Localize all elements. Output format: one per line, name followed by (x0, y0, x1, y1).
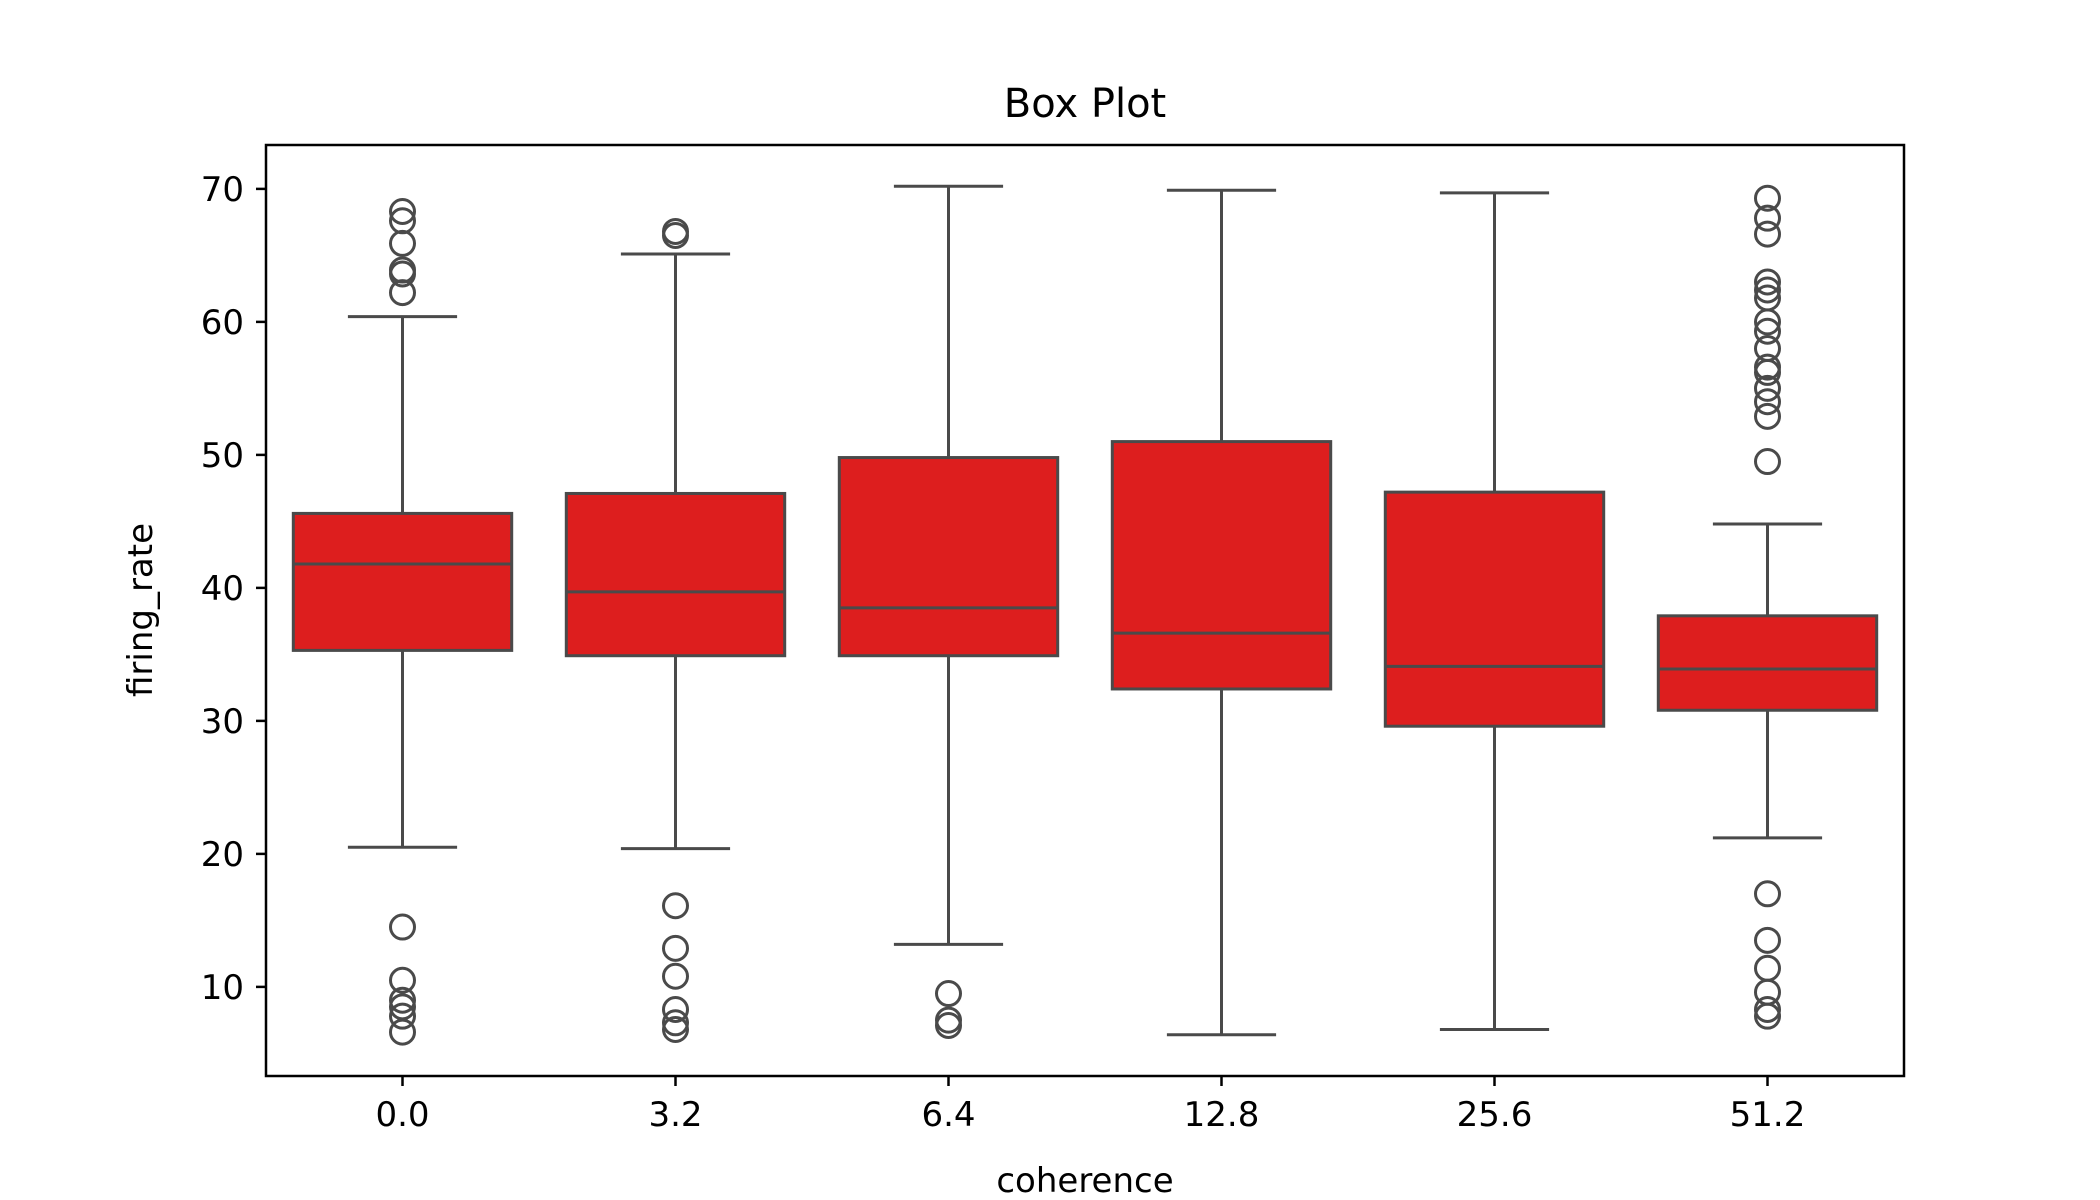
outlier-point (662, 221, 689, 249)
outlier-point (1754, 402, 1781, 430)
plot-frame (264, 143, 1906, 1078)
outlier-point (389, 229, 416, 257)
outlier-point (1754, 926, 1781, 954)
outlier-point (1754, 204, 1781, 232)
box-3.2 (564, 217, 787, 1043)
iqr-box (1383, 490, 1606, 728)
y-axis: 10 20 30 40 50 60 70 (201, 170, 266, 1008)
plot-area (291, 184, 1879, 1046)
outlier-point (662, 1015, 689, 1043)
iqr-box (564, 491, 787, 658)
outlier-point (1754, 268, 1781, 296)
outlier-point (1754, 220, 1781, 248)
outlier-point (935, 980, 962, 1008)
y-tick-label: 30 (201, 702, 244, 742)
outlier-point (1754, 317, 1781, 345)
iqr-box (1656, 614, 1879, 712)
outlier-point (389, 1002, 416, 1030)
outlier-point (389, 1018, 416, 1046)
iqr-box (1110, 440, 1333, 691)
outlier-point (935, 1011, 962, 1039)
outlier-point (1754, 996, 1781, 1023)
outlier-point (1754, 880, 1781, 908)
box-25.6 (1383, 191, 1606, 1031)
outlier-point (662, 1009, 689, 1037)
outlier-point (1754, 308, 1781, 336)
outlier-point (662, 962, 689, 990)
x-tick-label: 51.2 (1730, 1095, 1806, 1135)
iqr-box (837, 456, 1060, 658)
box-51.2 (1656, 184, 1879, 1030)
x-tick-label: 3.2 (648, 1095, 702, 1135)
outlier-point (1754, 374, 1781, 402)
x-tick-label: 25.6 (1457, 1095, 1533, 1135)
y-tick-label: 20 (201, 835, 244, 875)
x-tick-label: 6.4 (921, 1095, 975, 1135)
outlier-point (935, 1006, 962, 1034)
outlier-point (389, 198, 416, 225)
outlier-point (1754, 448, 1781, 476)
outlier-point (389, 986, 416, 1014)
outlier-point (1754, 954, 1781, 982)
box-12.8 (1110, 188, 1333, 1037)
outlier-point (389, 260, 416, 288)
x-tick-label: 0.0 (375, 1095, 429, 1135)
outlier-point (389, 966, 416, 994)
y-tick-label: 70 (201, 170, 244, 210)
outlier-point (1754, 184, 1781, 212)
outlier-point (1754, 276, 1781, 304)
outlier-point (662, 892, 689, 920)
x-tick-label: 12.8 (1184, 1095, 1260, 1135)
x-axis-label: coherence (996, 1161, 1173, 1200)
outlier-point (1754, 388, 1781, 416)
outlier-point (1754, 358, 1781, 386)
outlier-point (662, 996, 689, 1023)
box-0.0 (291, 198, 514, 1046)
outlier-point (389, 279, 416, 307)
chart-title: Box Plot (1004, 81, 1166, 127)
y-tick-label: 10 (201, 968, 244, 1008)
x-axis: 0.0 3.2 6.4 12.8 25.6 51.2 (375, 1076, 1805, 1135)
y-tick-label: 60 (201, 303, 244, 343)
box-6.4 (837, 184, 1060, 1039)
outlier-point (662, 934, 689, 962)
outlier-point (389, 913, 416, 941)
y-axis-label: firing_rate (121, 523, 161, 697)
iqr-box (291, 511, 514, 652)
y-tick-label: 50 (201, 436, 244, 476)
y-tick-label: 40 (201, 569, 244, 609)
outlier-point (1754, 1002, 1781, 1030)
